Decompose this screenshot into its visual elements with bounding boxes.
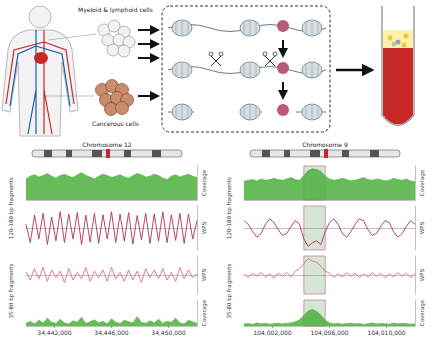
svg-text:Chromosome 9: Chromosome 9 [302,141,348,148]
svg-text:Coverage: Coverage [419,169,426,196]
svg-text:Myeloid & lymphoid cells: Myeloid & lymphoid cells [78,6,153,14]
svg-text:104,002,000: 104,002,000 [253,329,291,336]
svg-text:34,446,000: 34,446,000 [94,329,129,336]
svg-text:35-80 bp fragments: 35-80 bp fragments [226,263,233,318]
svg-text:104,010,000: 104,010,000 [367,329,405,336]
svg-text:120-180 bp fragments: 120-180 bp fragments [8,177,15,239]
svg-text:35-80 bp fragments: 35-80 bp fragments [8,263,15,318]
svg-text:Chromosome 12: Chromosome 12 [82,141,132,148]
svg-text:34,442,000: 34,442,000 [37,329,72,336]
svg-text:Coverage: Coverage [201,169,208,196]
svg-text:WPS: WPS [419,221,425,234]
svg-text:Coverage: Coverage [201,299,208,326]
svg-text:Cancerous cells: Cancerous cells [92,120,139,127]
svg-text:Coverage: Coverage [419,299,426,326]
svg-text:34,450,000: 34,450,000 [151,329,186,336]
svg-text:104,006,000: 104,006,000 [310,329,348,336]
svg-text:WPS: WPS [201,221,207,234]
svg-text:120-180 bp fragments: 120-180 bp fragments [226,177,233,239]
svg-text:WPS: WPS [201,268,207,281]
svg-text:WPS: WPS [419,268,425,281]
